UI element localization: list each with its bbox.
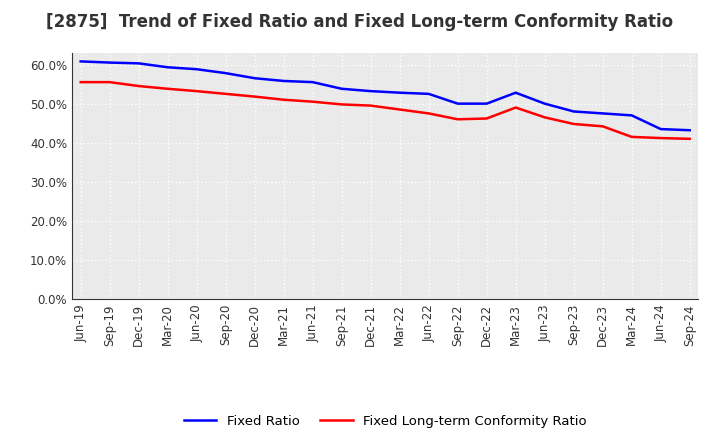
Fixed Ratio bbox=[541, 101, 549, 106]
Fixed Ratio bbox=[192, 66, 201, 72]
Fixed Long-term Conformity Ratio bbox=[395, 107, 404, 112]
Fixed Long-term Conformity Ratio bbox=[685, 136, 694, 142]
Fixed Ratio bbox=[221, 70, 230, 76]
Fixed Ratio bbox=[308, 80, 317, 85]
Fixed Ratio bbox=[366, 88, 375, 94]
Fixed Ratio bbox=[511, 90, 520, 95]
Fixed Long-term Conformity Ratio bbox=[221, 91, 230, 96]
Fixed Ratio bbox=[163, 65, 172, 70]
Fixed Ratio bbox=[424, 91, 433, 96]
Fixed Ratio bbox=[395, 90, 404, 95]
Fixed Long-term Conformity Ratio bbox=[308, 99, 317, 104]
Fixed Long-term Conformity Ratio bbox=[570, 121, 578, 127]
Fixed Long-term Conformity Ratio bbox=[251, 94, 259, 99]
Legend: Fixed Ratio, Fixed Long-term Conformity Ratio: Fixed Ratio, Fixed Long-term Conformity … bbox=[179, 409, 592, 433]
Fixed Long-term Conformity Ratio bbox=[511, 105, 520, 110]
Fixed Ratio bbox=[105, 60, 114, 65]
Fixed Long-term Conformity Ratio bbox=[454, 117, 462, 122]
Fixed Long-term Conformity Ratio bbox=[627, 134, 636, 139]
Fixed Ratio bbox=[454, 101, 462, 106]
Fixed Long-term Conformity Ratio bbox=[424, 111, 433, 116]
Line: Fixed Long-term Conformity Ratio: Fixed Long-term Conformity Ratio bbox=[81, 82, 690, 139]
Fixed Long-term Conformity Ratio bbox=[657, 136, 665, 141]
Fixed Long-term Conformity Ratio bbox=[541, 115, 549, 120]
Fixed Ratio bbox=[251, 76, 259, 81]
Fixed Long-term Conformity Ratio bbox=[482, 116, 491, 121]
Text: [2875]  Trend of Fixed Ratio and Fixed Long-term Conformity Ratio: [2875] Trend of Fixed Ratio and Fixed Lo… bbox=[46, 13, 674, 31]
Fixed Long-term Conformity Ratio bbox=[135, 84, 143, 89]
Fixed Ratio bbox=[76, 59, 85, 64]
Fixed Ratio bbox=[570, 109, 578, 114]
Fixed Long-term Conformity Ratio bbox=[338, 102, 346, 107]
Fixed Ratio bbox=[338, 86, 346, 92]
Fixed Ratio bbox=[627, 113, 636, 118]
Fixed Long-term Conformity Ratio bbox=[105, 80, 114, 85]
Fixed Ratio bbox=[657, 126, 665, 132]
Fixed Long-term Conformity Ratio bbox=[279, 97, 288, 103]
Line: Fixed Ratio: Fixed Ratio bbox=[81, 62, 690, 130]
Fixed Long-term Conformity Ratio bbox=[598, 124, 607, 129]
Fixed Ratio bbox=[135, 61, 143, 66]
Fixed Ratio bbox=[482, 101, 491, 106]
Fixed Long-term Conformity Ratio bbox=[76, 80, 85, 85]
Fixed Long-term Conformity Ratio bbox=[192, 88, 201, 94]
Fixed Ratio bbox=[279, 78, 288, 84]
Fixed Long-term Conformity Ratio bbox=[366, 103, 375, 108]
Fixed Ratio bbox=[685, 128, 694, 133]
Fixed Ratio bbox=[598, 111, 607, 116]
Fixed Long-term Conformity Ratio bbox=[163, 86, 172, 92]
